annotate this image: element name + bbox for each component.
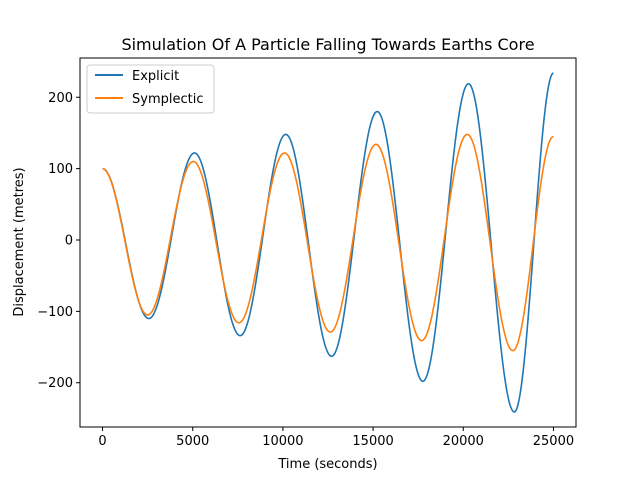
y-tick-label: 100 (48, 162, 73, 177)
x-tick-label: 0 (98, 434, 106, 449)
legend-label-explicit: Explicit (132, 69, 179, 84)
x-axis: 0 5000 10000 15000 20000 25000 (98, 427, 574, 449)
axes-frame (79, 57, 577, 428)
plot-series (102, 72, 554, 413)
x-axis-label: Time (seconds) (277, 457, 377, 472)
x-tick-label: 25000 (533, 434, 574, 449)
y-tick-label: 0 (65, 234, 73, 249)
legend-label-symplectic: Symplectic (132, 92, 203, 107)
x-tick-label: 10000 (262, 434, 303, 449)
legend-box (86, 64, 215, 114)
y-tick-label: −200 (37, 376, 73, 391)
y-axis-label: Displacement (metres) (12, 167, 27, 316)
legend: Explicit Symplectic (86, 64, 215, 114)
x-tick-label: 5000 (176, 434, 209, 449)
series-line-symplectic (102, 133, 554, 352)
y-tick-label: −100 (37, 305, 73, 320)
y-axis: −200 −100 0 100 200 (37, 91, 80, 391)
x-tick-label: 20000 (443, 434, 484, 449)
x-tick-label: 15000 (352, 434, 393, 449)
chart-title: Simulation Of A Particle Falling Towards… (121, 35, 534, 54)
y-tick-label: 200 (48, 91, 73, 106)
